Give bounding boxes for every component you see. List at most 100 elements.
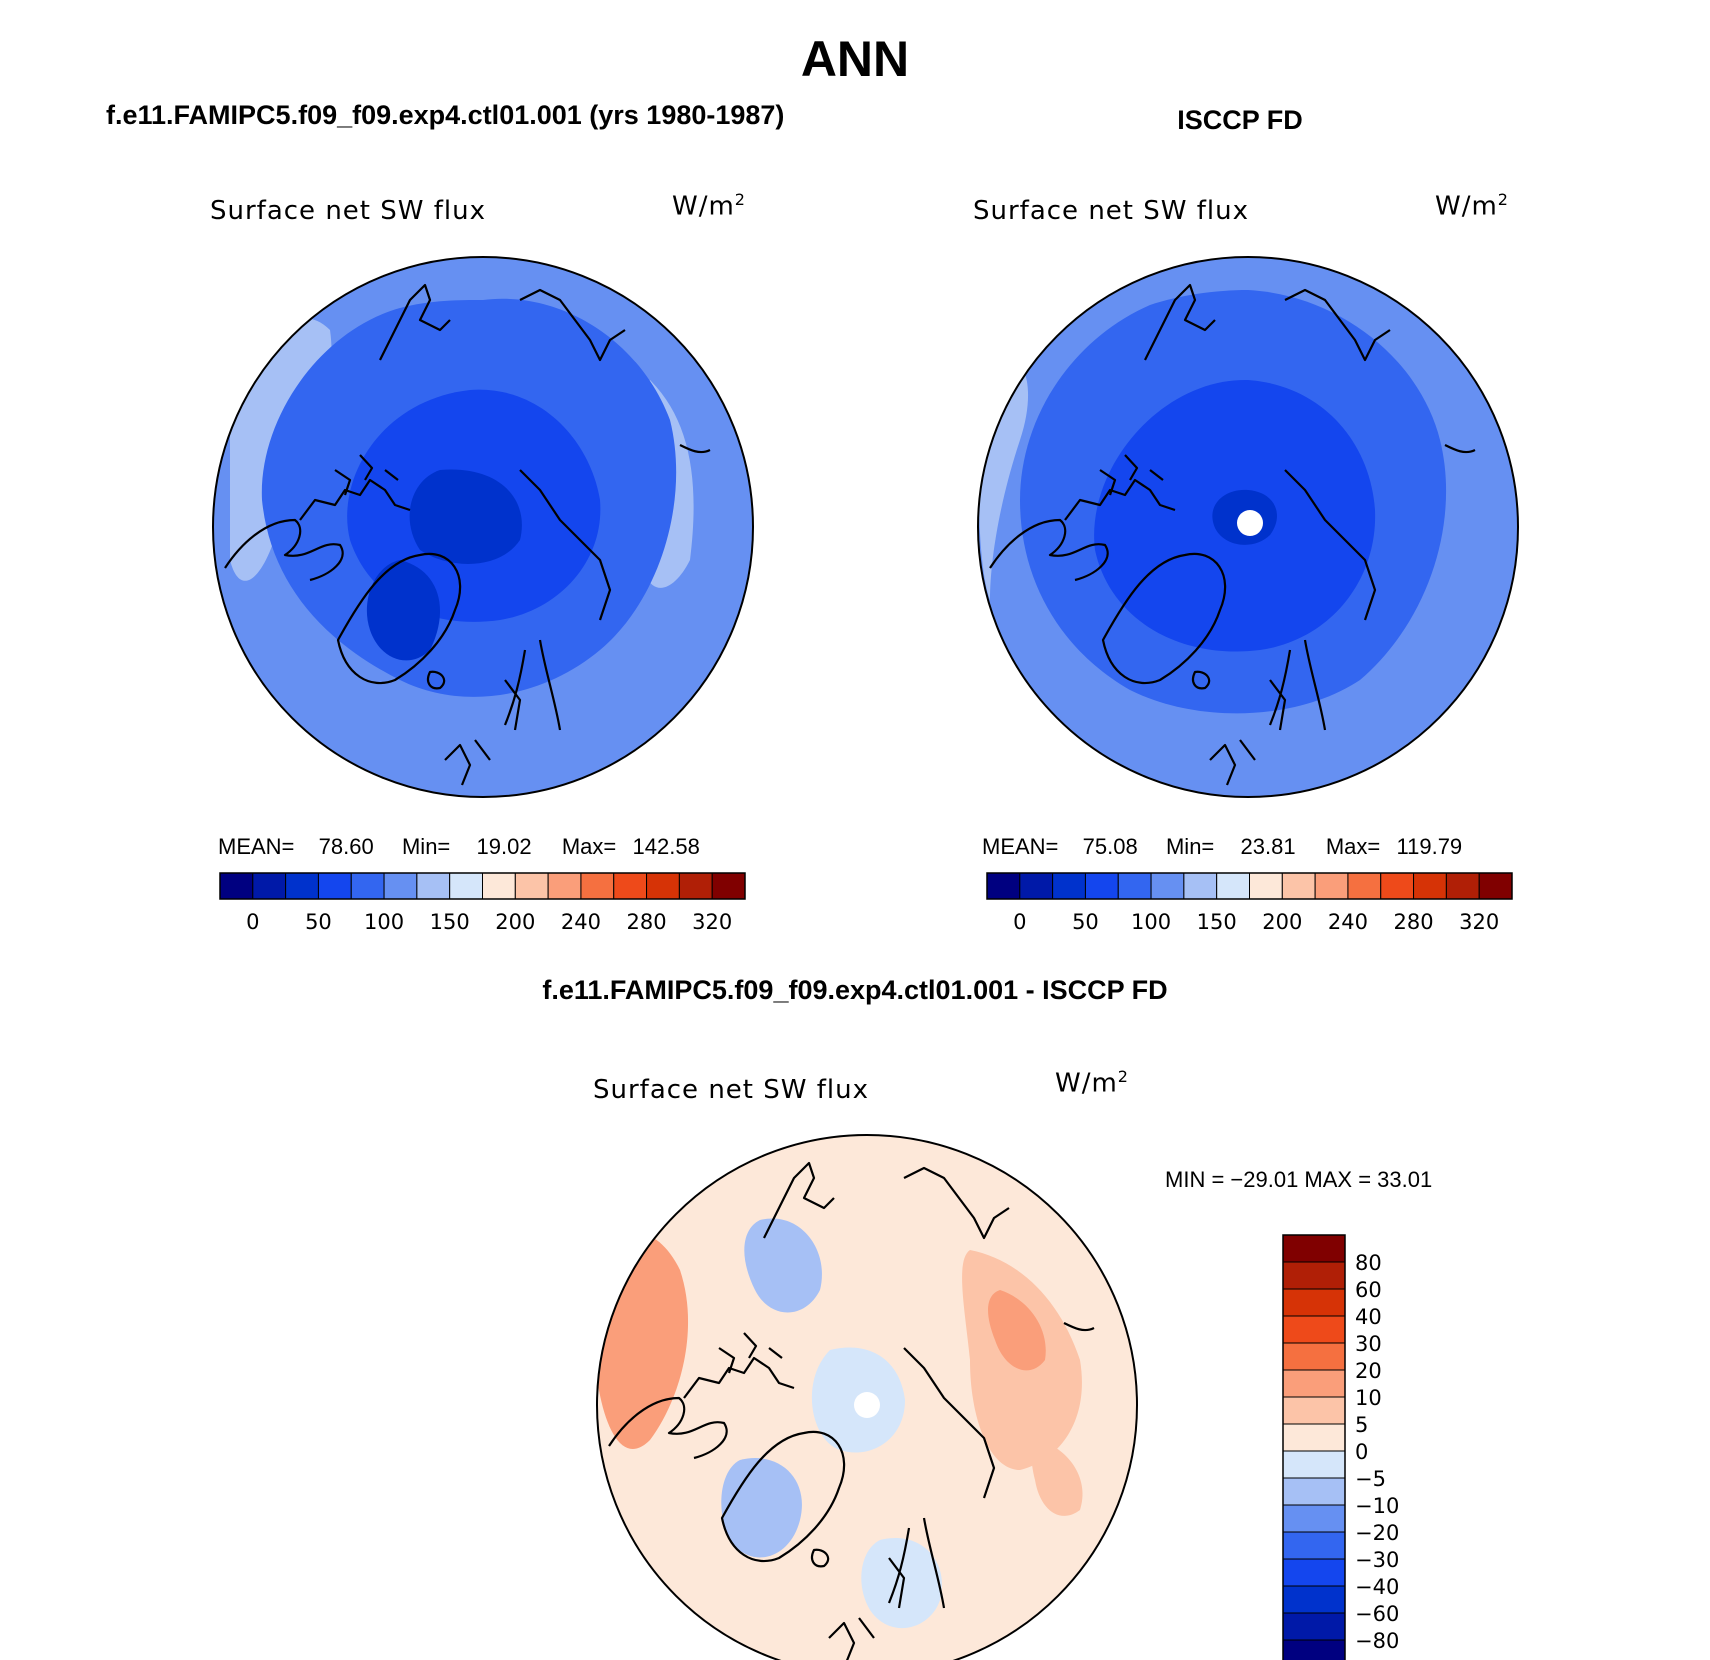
diff-colorbar-swatch [1282, 1288, 1346, 1317]
right-canada-coast [989, 518, 1109, 582]
diff-colorbar-tick-label: 30 [1355, 1332, 1382, 1356]
diff-colorbar-tick-label: 60 [1355, 1278, 1382, 1302]
left-colorbar-swatch [580, 872, 615, 900]
right-colorbar-tick-label: 240 [1328, 910, 1368, 934]
diff-colorbar-swatch [1282, 1612, 1346, 1641]
diff-plot-units: W/m2 [1055, 1067, 1129, 1099]
diff-colorbar-tick-label: 20 [1355, 1359, 1382, 1383]
diff-island-east [1063, 1322, 1095, 1332]
right-colorbar-swatch [1084, 872, 1119, 900]
left-polar-map [212, 256, 754, 798]
diff-colorbar-swatch [1282, 1396, 1346, 1425]
diff-colorbar: 80 60 40 30 20 10 5 0 −5 −10 −20 −30 −40 −60 −80 [1282, 1234, 1399, 1660]
left-siberia-coast [519, 288, 626, 362]
right-plot-units: W/m2 [1435, 190, 1509, 222]
right-colorbar-swatch [1445, 872, 1480, 900]
left-colorbar: 0 50 100 150 200 240 280 320 [219, 872, 746, 934]
right-colorbar-swatch [986, 872, 1021, 900]
left-alaska-coast [379, 283, 451, 361]
diff-colorbar-swatch [1282, 1423, 1346, 1452]
right-map-border [977, 256, 1519, 798]
left-plot-variable-title: Surface net SW flux [210, 196, 486, 226]
diff-colorbar-swatch [1282, 1585, 1346, 1614]
left-canada-coast [224, 518, 344, 582]
left-colorbar-tick-label: 100 [364, 910, 404, 934]
diff-positive-core-east [988, 1290, 1046, 1371]
diff-colorbar-tick-label: −30 [1355, 1548, 1399, 1572]
left-colorbar-swatch [383, 872, 418, 900]
left-colorbar-swatch [219, 872, 254, 900]
right-colorbar-tick-label: 150 [1197, 910, 1237, 934]
left-coastlines [224, 283, 711, 786]
left-central-minimum [409, 469, 522, 564]
right-siberia-coast [1284, 288, 1391, 362]
left-colorbar-tick-label: 280 [627, 910, 667, 934]
left-archipelago [299, 478, 411, 521]
right-colorbar-tick-label: 0 [1013, 910, 1026, 934]
left-min-label: Min= [401, 834, 451, 859]
left-colorbar-tick-label: 240 [561, 910, 601, 934]
diff-pole-missing-data [854, 1392, 880, 1418]
diff-colorbar-swatch [1282, 1504, 1346, 1533]
left-island-east [679, 444, 711, 454]
left-britain [444, 739, 491, 786]
diff-siberia-coast [903, 1166, 1010, 1240]
diff-colorbar-swatch [1282, 1369, 1346, 1398]
right-archipelago [1064, 478, 1176, 521]
diff-negative-patch-north [744, 1218, 822, 1313]
difference-panel-title: f.e11.FAMIPC5.f09_f09.exp4.ctl01.001 - I… [542, 975, 1168, 1005]
diff-plot-variable-title: Surface net SW flux [593, 1075, 869, 1105]
diff-scandinavia [887, 1517, 946, 1609]
diff-archipelago [683, 1356, 795, 1399]
diff-colorbar-tick-label: 40 [1355, 1305, 1382, 1329]
left-plot-units: W/m2 [672, 190, 746, 222]
diff-colorbar-swatch [1282, 1234, 1346, 1263]
right-colorbar-frame [986, 872, 1513, 900]
right-colorbar-tick-label: 320 [1459, 910, 1499, 934]
right-colorbar-swatch [1347, 872, 1382, 900]
left-colorbar-swatch [514, 872, 549, 900]
diff-units-exponent: 2 [1117, 1067, 1129, 1086]
right-max-value: 119.79 [1396, 834, 1463, 859]
left-colorbar-swatch [416, 872, 451, 900]
diff-stats: MIN = −29.01 MAX = 33.01 [1165, 1167, 1433, 1192]
diff-archipelago-islands [718, 1332, 783, 1374]
left-max-value: 142.58 [632, 834, 700, 859]
difference-polar-map [596, 1134, 1138, 1660]
diff-canada-coast [608, 1396, 728, 1460]
diff-colorbar-tick-label: −40 [1355, 1575, 1399, 1599]
right-panel-case-title: ISCCP FD [1177, 105, 1303, 135]
right-polar-map [977, 256, 1519, 798]
right-colorbar-swatch [1052, 872, 1086, 900]
left-colorbar-swatch [646, 872, 680, 900]
diff-colorbar-tick-label: 80 [1355, 1251, 1382, 1275]
right-colorbar-swatch [1183, 872, 1218, 900]
diff-negative-patch-greenland [721, 1458, 802, 1558]
right-island-east [1444, 444, 1476, 454]
left-colorbar-swatch [678, 872, 713, 900]
left-greenland-minimum [366, 560, 440, 661]
right-eurasia-coast [1284, 469, 1377, 621]
left-colorbar-swatch [449, 872, 483, 900]
left-colorbar-swatch [482, 872, 516, 900]
left-colorbar-tick-label: 0 [246, 910, 259, 934]
left-colorbar-tick-label: 320 [692, 910, 732, 934]
left-colorbar-swatch [285, 872, 319, 900]
diff-colorbar-tick-label: 5 [1355, 1413, 1368, 1437]
right-max-label: Max= [1325, 834, 1381, 859]
diff-colorbar-swatch [1282, 1558, 1346, 1587]
diff-colorbar-swatch [1282, 1315, 1346, 1344]
right-colorbar-tick-label: 50 [1072, 910, 1099, 934]
left-stats: MEAN= 78.60 Min= 19.02 Max= 142.58 [218, 834, 700, 860]
right-colorbar-swatch [1019, 872, 1054, 900]
left-iceland [426, 670, 446, 690]
left-greenland-outline [336, 552, 462, 685]
diff-colorbar-swatch [1282, 1477, 1346, 1506]
right-plot-variable-title: Surface net SW flux [973, 196, 1249, 226]
right-colorbar-tick-label: 100 [1131, 910, 1171, 934]
diff-colorbar-tick-label: 10 [1355, 1386, 1382, 1410]
left-colorbar-swatch [317, 872, 352, 900]
right-colorbar-swatch [1216, 872, 1250, 900]
diff-britain [828, 1617, 875, 1660]
right-colorbar-tick-label: 280 [1394, 910, 1434, 934]
